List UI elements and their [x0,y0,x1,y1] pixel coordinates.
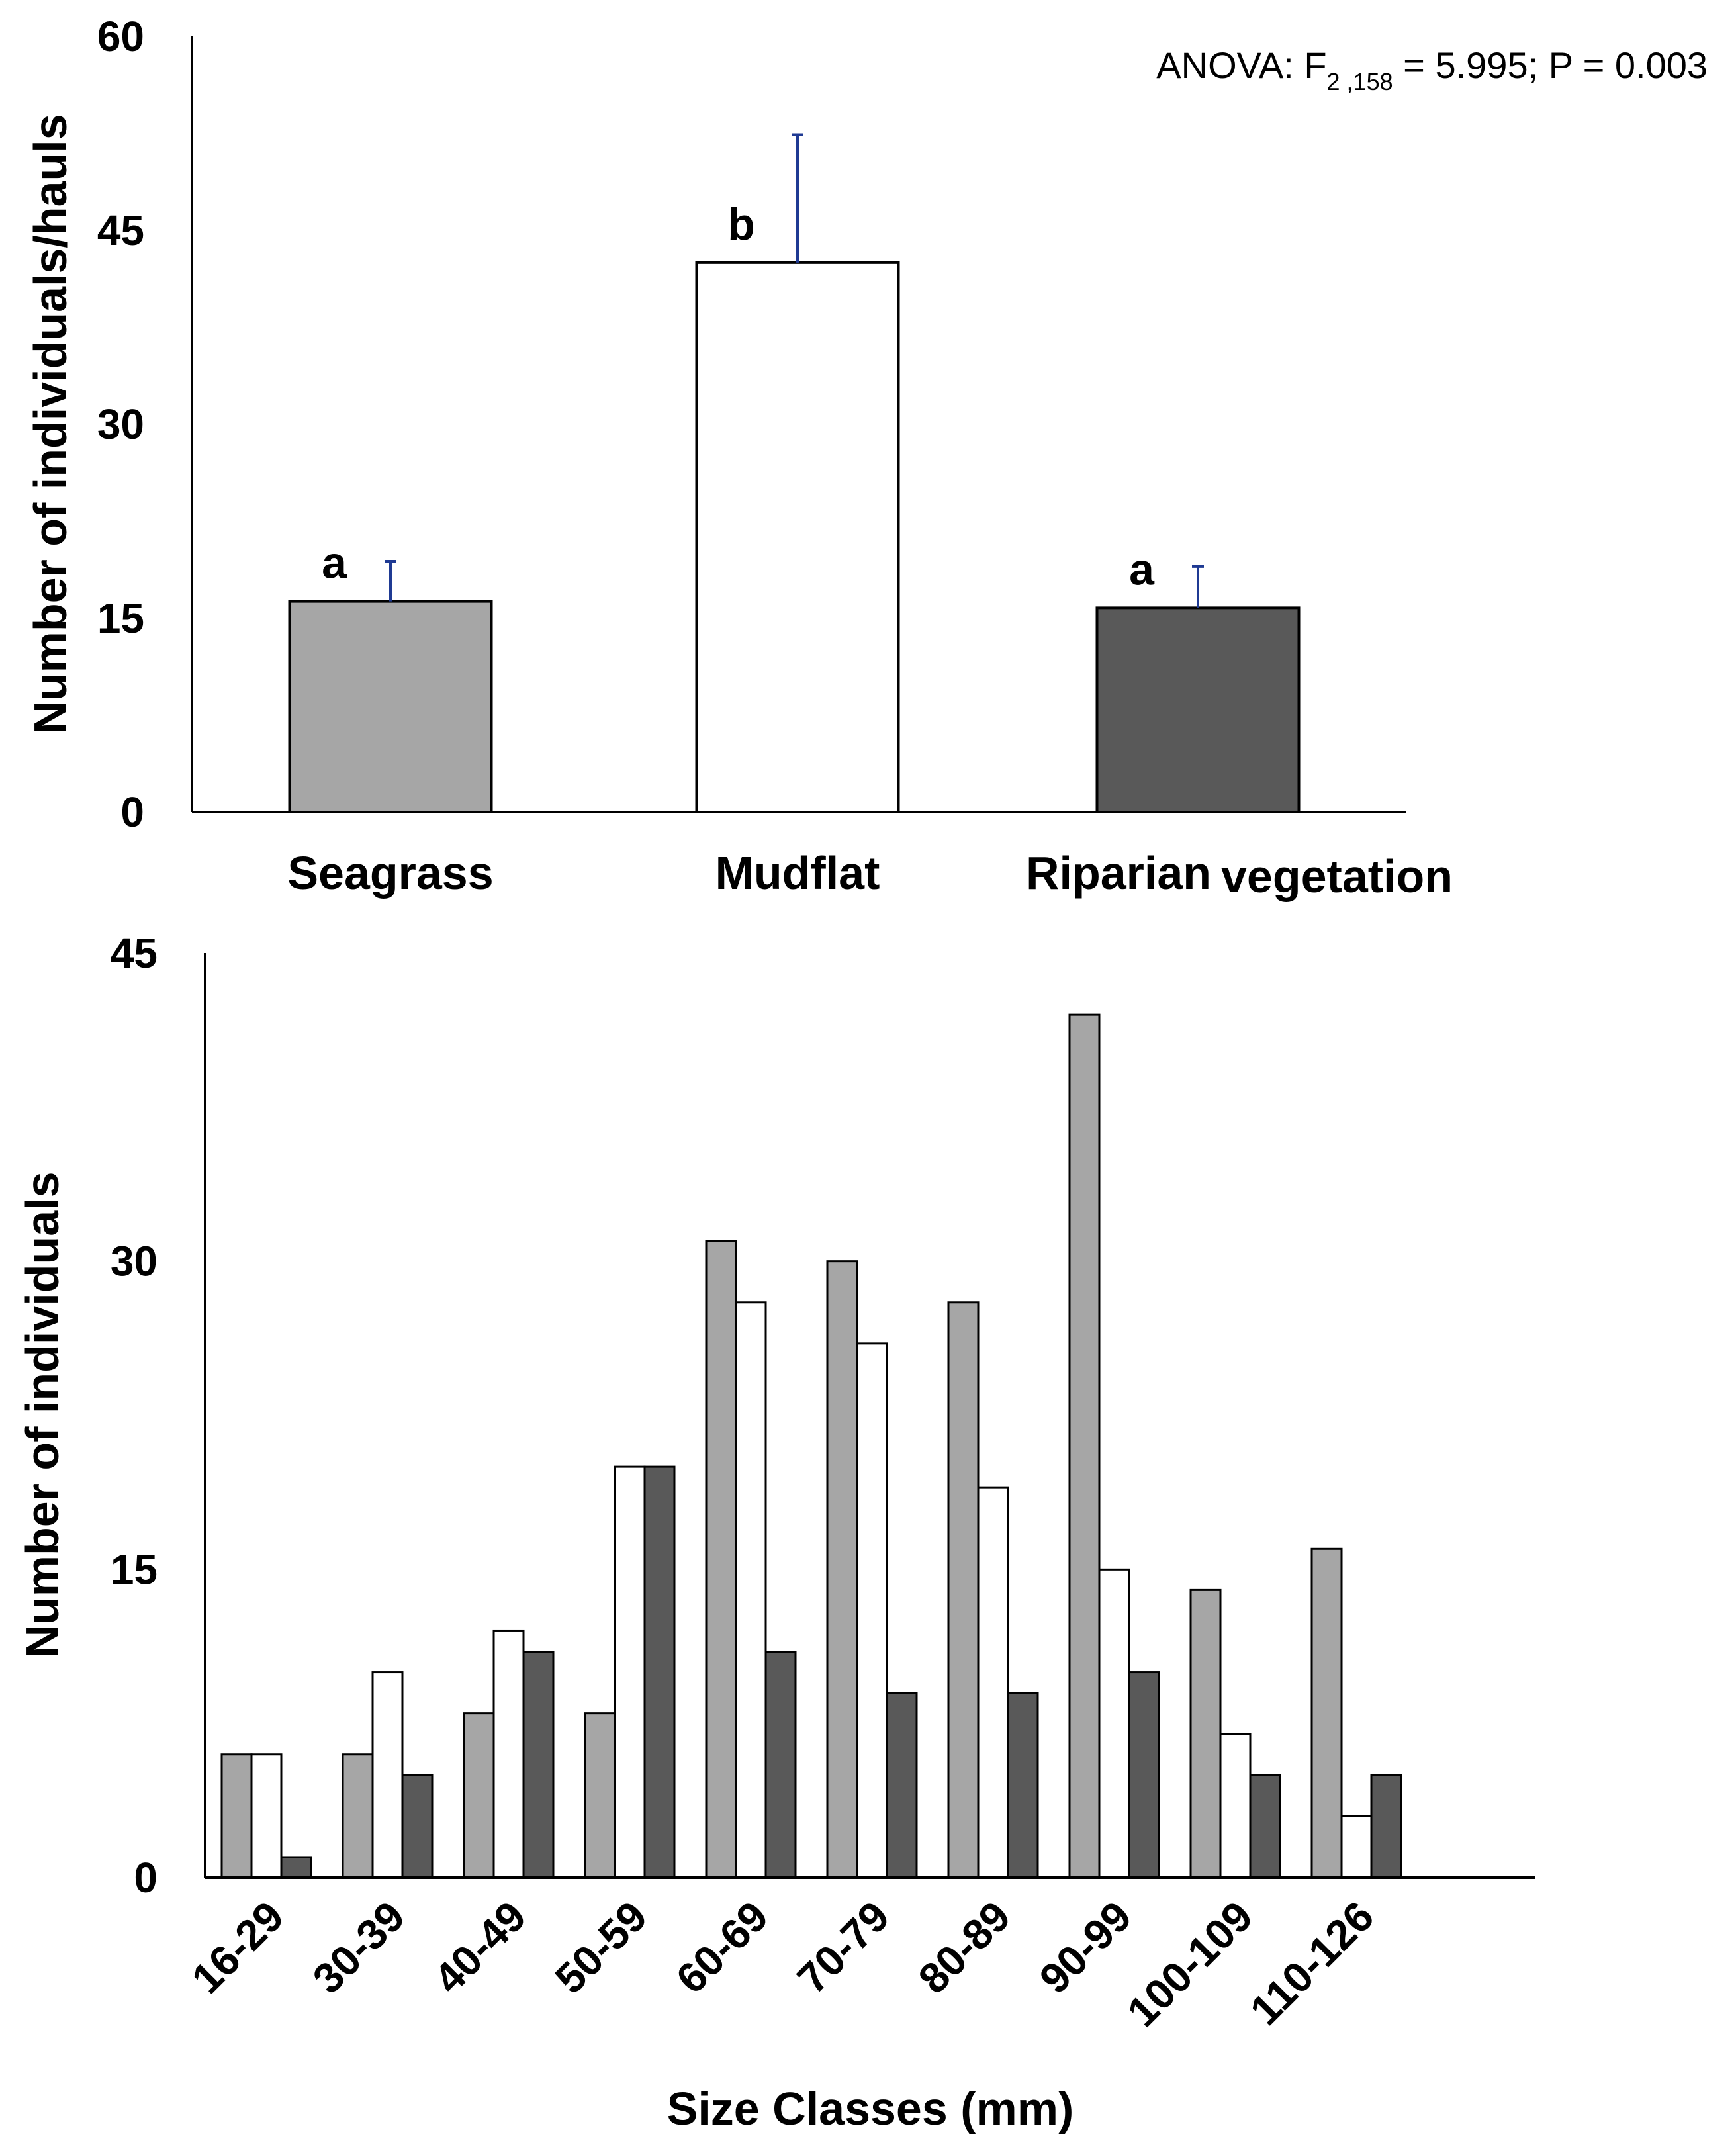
bar-riparian-vegetation-30-39 [401,1774,434,1879]
bar-mudflat-90-99 [1098,1568,1130,1879]
category-label-seagrass: Seagrass [287,847,493,899]
bar-mudflat-80-89 [977,1486,1009,1879]
category-label-70-79: 70-79 [788,1892,899,2003]
bar-seagrass-40-49 [463,1712,495,1879]
bar-mudflat-40-49 [492,1629,525,1879]
bar-mudflat-60-69 [735,1301,767,1879]
bottom-y-axis-title: Number of individuals [17,1171,68,1658]
bar-mudflat-100-109 [1219,1733,1252,1879]
y-tick-label: 45 [97,206,144,254]
top-bars [288,261,1301,814]
y-tick-label: 45 [111,929,158,977]
bar-seagrass-50-59 [584,1712,616,1879]
category-label-riparian-vegetation: Riparian vegetation [1026,847,1453,902]
category-label-110-126: 110-126 [1241,1892,1383,2034]
bar-seagrass-80-89 [947,1301,980,1879]
bar-seagrass-100-109 [1189,1588,1222,1879]
bar-mudflat [695,261,900,814]
bar-riparian-vegetation-80-89 [1007,1692,1039,1879]
bar-riparian-vegetation-90-99 [1128,1671,1160,1879]
significance-letter-seagrass: a [322,538,347,588]
bar-seagrass-70-79 [826,1260,858,1879]
top-significance-letters: a b a [322,199,1155,595]
bar-riparian-vegetation-70-79 [886,1692,918,1879]
y-tick-label: 15 [97,594,144,642]
bottom-y-tick-labels: 0 15 30 45 [111,929,158,1902]
bottom-bars [220,1013,1402,1879]
bar-seagrass-16-29 [220,1753,253,1879]
bottom-x-axis-title: Size Classes (mm) [667,2083,1074,2134]
y-tick-label: 60 [97,13,144,60]
top-y-axis-title: Number of individuals/hauls [24,114,76,734]
significance-letter-mudflat: b [727,199,755,250]
y-tick-label: 0 [120,788,144,836]
bar-seagrass-110-126 [1310,1547,1343,1879]
mean-abundance-chart: a b a 0 15 30 45 60 Seagrass Mudflat Riparian veg… [24,13,1708,902]
anova-annotation: ANOVA: F2 ,158 = 5.995; P = 0.003 [1156,44,1708,95]
bar-mudflat-16-29 [250,1753,283,1879]
bar-riparian-vegetation-16-29 [280,1856,312,1879]
top-category-labels: Seagrass Mudflat Riparian vegetation [287,847,1453,902]
bar-mudflat-70-79 [856,1342,888,1879]
category-label-30-39: 30-39 [304,1892,414,2003]
category-label-40-49: 40-49 [425,1892,535,2003]
category-label-100-109: 100-109 [1118,1892,1261,2036]
bar-riparian-vegetation-40-49 [522,1651,555,1879]
bar-riparian-vegetation-100-109 [1249,1774,1281,1879]
y-tick-label: 30 [111,1238,158,1285]
bar-seagrass-90-99 [1068,1013,1101,1879]
bar-seagrass-60-69 [705,1240,737,1879]
category-label-50-59: 50-59 [546,1892,657,2003]
bar-mudflat-30-39 [371,1671,404,1879]
bar-seagrass-30-39 [342,1753,374,1879]
category-label-60-69: 60-69 [667,1892,778,2003]
y-tick-label: 0 [134,1854,158,1902]
bar-mudflat-110-126 [1340,1815,1373,1879]
bar-riparian-vegetation-60-69 [764,1651,797,1879]
top-y-tick-labels: 0 15 30 45 60 [97,13,144,836]
category-label-90-99: 90-99 [1030,1892,1141,2003]
category-label-80-89: 80-89 [909,1892,1020,2003]
y-tick-label: 30 [97,400,144,448]
bar-riparian-vegetation-50-59 [643,1465,676,1879]
y-tick-label: 15 [111,1545,158,1593]
bar-riparian-vegetation [1095,606,1301,814]
bar-seagrass [288,600,493,814]
significance-letter-riparian-vegetation: a [1129,544,1155,594]
category-label-mudflat: Mudflat [715,847,880,899]
top-error-bars [385,133,1204,608]
category-label-16-29: 16-29 [183,1892,293,2003]
size-class-chart: 0 15 30 45 16-29 30-39 40-49 50-59 60-69 70-79 80… [17,929,1535,2134]
bar-riparian-vegetation-110-126 [1370,1774,1402,1879]
bar-mudflat-50-59 [614,1465,646,1879]
bottom-category-labels: 16-29 30-39 40-49 50-59 60-69 70-79 80-89 90-99… [183,1892,1383,2036]
